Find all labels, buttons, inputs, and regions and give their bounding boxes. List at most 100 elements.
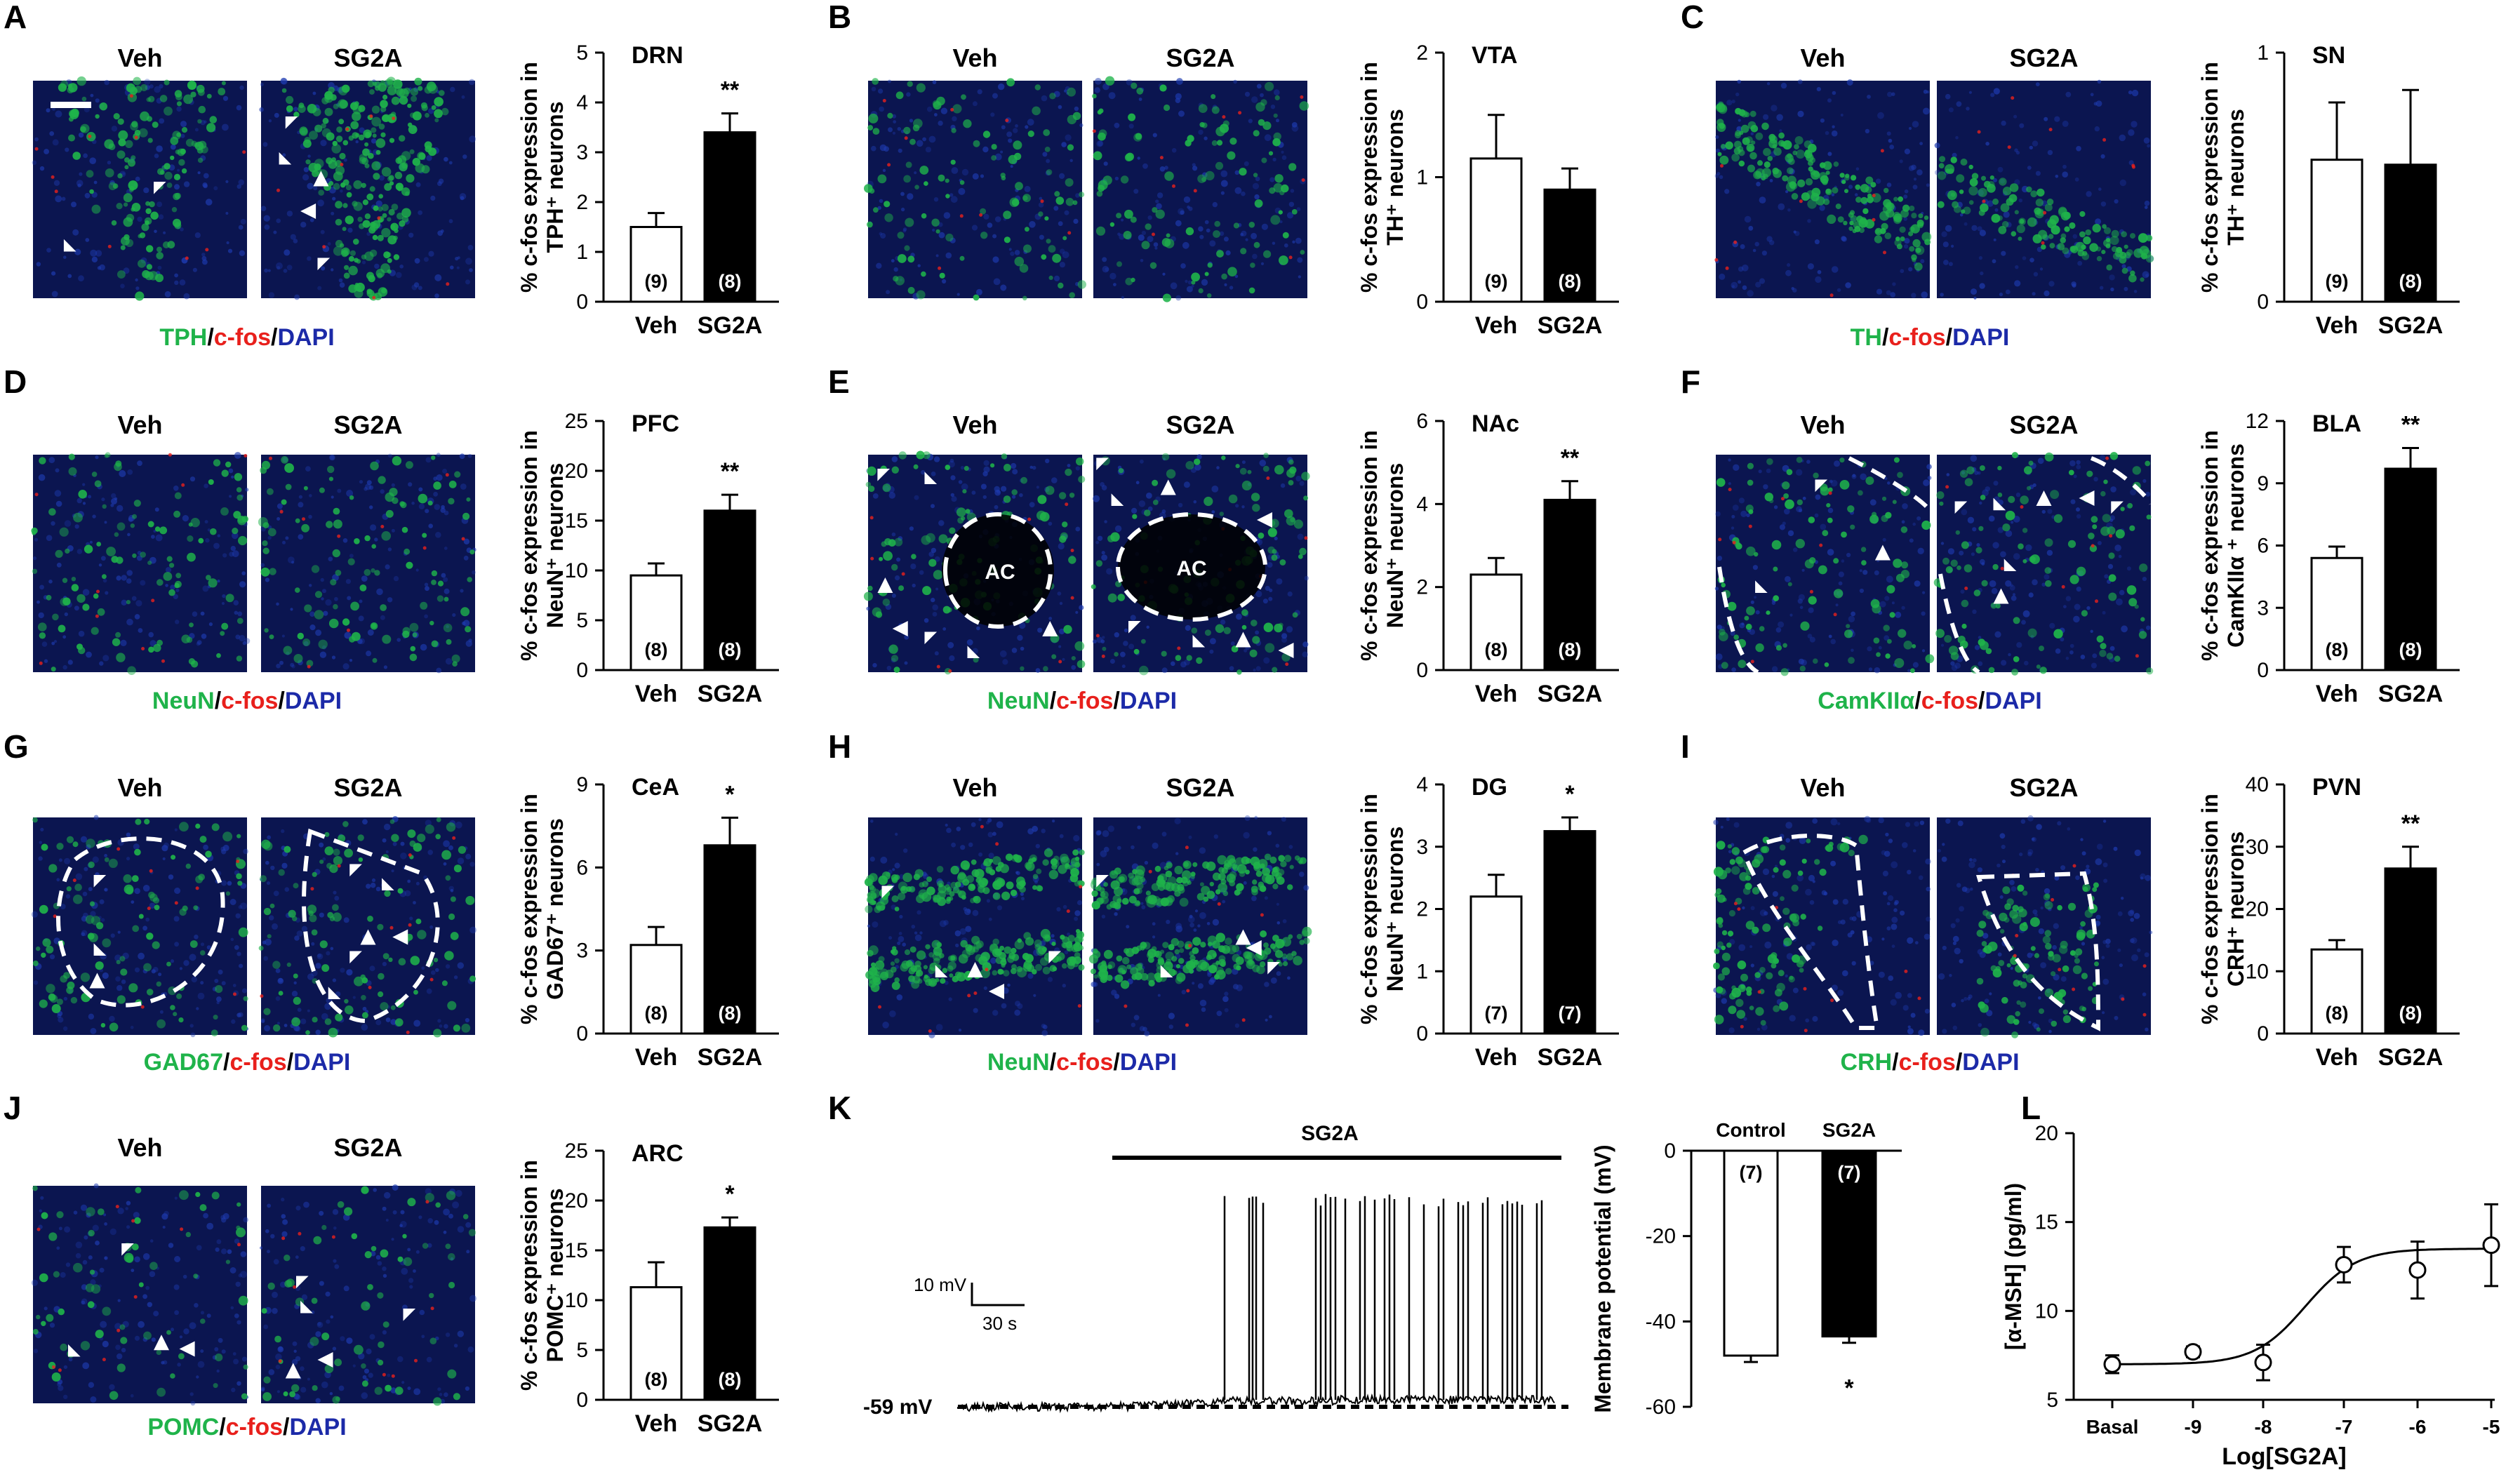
stained-cell	[1101, 974, 1107, 980]
stained-cell	[236, 487, 242, 493]
dapi-nucleus	[1251, 233, 1257, 239]
dapi-nucleus	[40, 166, 44, 171]
stained-cell	[940, 978, 945, 984]
stained-cell	[891, 564, 898, 570]
stained-cell	[1069, 292, 1075, 298]
dapi-nucleus	[2013, 553, 2020, 560]
stained-cell	[1938, 201, 1945, 208]
cfos-signal	[937, 665, 940, 669]
stained-cell	[999, 946, 1004, 951]
dapi-nucleus	[309, 584, 312, 587]
stained-cell	[1247, 470, 1251, 474]
dapi-nucleus	[163, 232, 166, 234]
dapi-nucleus	[2062, 165, 2067, 169]
dapi-nucleus	[1808, 634, 1813, 639]
dapi-nucleus	[415, 258, 420, 264]
stained-cell	[1263, 466, 1269, 472]
x-category-label: Veh	[1475, 681, 1517, 707]
stained-cell	[1293, 613, 1298, 618]
dapi-nucleus	[2114, 199, 2119, 203]
dapi-nucleus	[54, 640, 57, 643]
dapi-nucleus	[1281, 483, 1285, 488]
cfos-signal	[1733, 541, 1736, 544]
stained-cell	[893, 276, 898, 281]
stained-cell	[1078, 476, 1085, 483]
stained-cell	[175, 193, 181, 199]
dapi-nucleus	[1300, 481, 1305, 486]
stained-cell	[314, 610, 324, 620]
dapi-nucleus	[1096, 140, 1102, 147]
stained-cell	[91, 627, 99, 635]
dapi-nucleus	[1260, 460, 1267, 467]
stained-cell	[382, 213, 387, 218]
dapi-nucleus	[2109, 274, 2114, 280]
stained-cell	[1848, 227, 1853, 231]
stained-cell	[1901, 526, 1908, 533]
dapi-nucleus	[1968, 517, 1974, 523]
stained-cell	[1900, 227, 1906, 233]
stained-cell	[1865, 177, 1873, 185]
dapi-nucleus	[880, 233, 886, 239]
stained-cell	[295, 519, 300, 523]
dapi-nucleus	[2128, 129, 2134, 135]
stained-cell	[1051, 654, 1056, 659]
stained-cell	[374, 570, 380, 575]
stained-cell	[1227, 874, 1236, 883]
stained-cell	[140, 84, 147, 91]
dapi-nucleus	[978, 89, 982, 94]
stained-cell	[1014, 855, 1022, 862]
dapi-nucleus	[1001, 1003, 1007, 1009]
stained-cell	[417, 834, 425, 842]
stained-cell	[156, 640, 163, 646]
stained-cell	[1739, 161, 1745, 167]
stained-cell	[1158, 957, 1164, 963]
dapi-nucleus	[1855, 193, 1858, 196]
stained-cell	[233, 511, 241, 519]
dapi-nucleus	[2036, 82, 2040, 86]
dapi-nucleus	[2025, 544, 2032, 551]
dapi-nucleus	[359, 615, 364, 621]
stained-cell	[1755, 643, 1764, 652]
dapi-nucleus	[895, 863, 900, 869]
stained-cell	[1067, 145, 1074, 151]
dapi-nucleus	[362, 819, 368, 824]
stained-cell	[1961, 600, 1969, 608]
dapi-nucleus	[104, 80, 109, 86]
dapi-nucleus	[131, 900, 134, 904]
stained-cell	[446, 639, 452, 645]
dapi-nucleus	[1168, 1012, 1175, 1019]
stained-cell	[343, 140, 349, 146]
stained-cell	[2097, 256, 2102, 261]
stained-cell	[883, 551, 893, 561]
stained-cell	[993, 893, 1001, 900]
dapi-nucleus	[1971, 225, 1977, 231]
stained-cell	[182, 127, 187, 133]
dapi-nucleus	[1199, 235, 1204, 239]
dapi-nucleus	[1111, 990, 1116, 996]
stained-cell	[1938, 171, 1946, 180]
cfos-signal	[979, 213, 982, 217]
stained-cell	[1860, 217, 1867, 224]
dapi-nucleus	[1281, 151, 1284, 154]
stained-cell	[105, 857, 109, 862]
stained-cell	[333, 549, 340, 557]
stained-cell	[1782, 643, 1787, 648]
dapi-nucleus	[1198, 226, 1204, 232]
stained-cell	[448, 914, 455, 920]
dapi-nucleus	[918, 265, 921, 267]
stained-cell	[454, 472, 460, 478]
stained-cell	[284, 846, 291, 853]
dapi-nucleus	[1051, 477, 1058, 483]
condition-label-drug: SG2A	[333, 410, 402, 439]
stained-cell	[1144, 509, 1151, 516]
stained-cell	[95, 961, 104, 970]
stained-cell	[1041, 929, 1051, 939]
dapi-nucleus	[83, 589, 90, 596]
stained-cell	[2018, 236, 2022, 241]
dapi-nucleus	[2116, 599, 2123, 606]
dapi-nucleus	[100, 900, 105, 904]
stained-cell	[1134, 900, 1140, 907]
stained-cell	[2086, 471, 2093, 477]
stained-cell	[1189, 969, 1194, 974]
y-tick-label: 0	[576, 1022, 588, 1045]
